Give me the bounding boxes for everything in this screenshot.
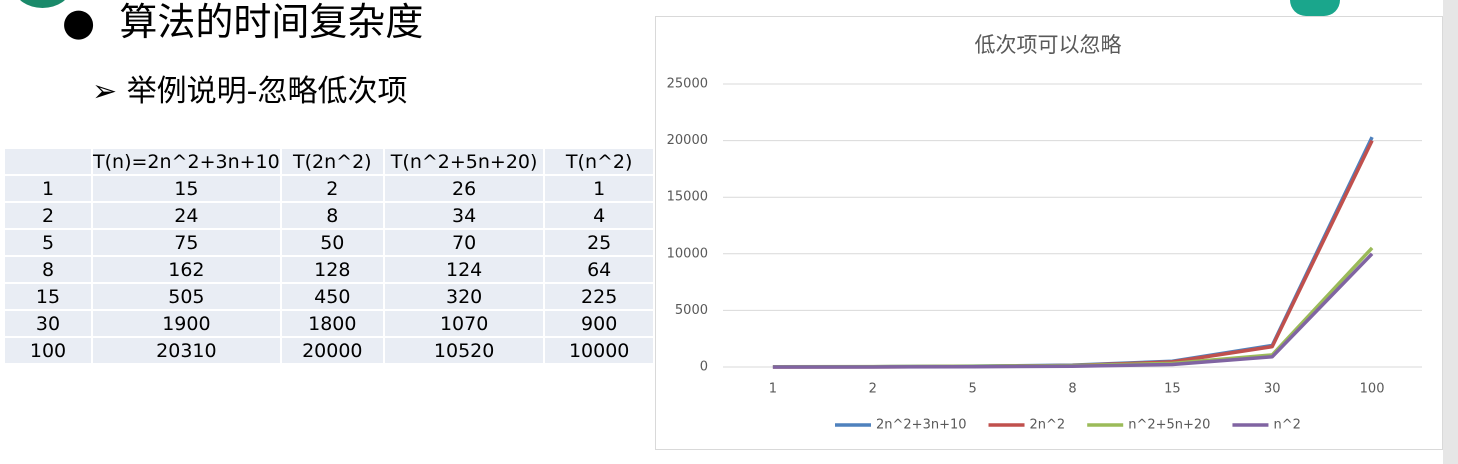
cell: 900 [545,311,653,336]
cell: 25 [545,230,653,255]
cell: 2 [281,176,383,201]
x-tick-label: 30 [1264,382,1281,397]
table-wrap: T(n)=2n^2+3n+10 T(2n^2) T(n^2+5n+20) T(n^2)… [3,147,655,365]
x-tick-label: 15 [1164,382,1181,397]
title: 算法的时间复杂度 [119,0,424,44]
cell: 1800 [281,311,383,336]
side-bar [1443,0,1458,464]
legend-label: 2n^2 [1030,418,1066,433]
x-tick-label: 2 [869,382,877,397]
cell: 128 [281,257,383,282]
x-tick-label: 1 [769,382,777,397]
cell: 64 [545,257,653,282]
table: T(n)=2n^2+3n+10 T(2n^2) T(n^2+5n+20) T(n^2)… [3,147,655,365]
cell: 4 [545,203,653,228]
cell: 1 [5,176,92,201]
cell: 225 [545,284,653,309]
x-tick-label: 100 [1360,382,1385,397]
row: 5 75 50 70 25 [5,230,653,255]
legend-label: 2n^2+3n+10 [876,418,967,433]
decor [15,0,70,8]
cell: 20310 [93,338,280,363]
header-cell: T(n^2) [545,149,653,174]
legend-label: n^2 [1273,418,1300,433]
cell: 10520 [384,338,544,363]
bullet-sub: ➢ 举例说明-忽略低次项 [92,74,408,109]
bullet-title: ● 算法的时间复杂度 [62,0,424,44]
cell: 5 [5,230,92,255]
decor [1290,0,1340,16]
y-tick-label: 25000 [667,77,708,92]
header-row: T(n)=2n^2+3n+10 T(2n^2) T(n^2+5n+20) T(n^2) [5,149,653,174]
chart-title: 低次项可以忽略 [975,33,1122,57]
cell: 20000 [281,338,383,363]
header-cell: T(n^2+5n+20) [384,149,544,174]
cell: 505 [93,284,280,309]
y-tick-label: 10000 [667,246,708,261]
row: 8 162 128 124 64 [5,257,653,282]
x-tick-label: 8 [1068,382,1076,397]
header-cell [5,149,92,174]
y-tick-label: 0 [700,360,708,375]
cell: 8 [5,257,92,282]
cell: 15 [93,176,280,201]
cell: 1 [545,176,653,201]
series-line [772,252,1374,369]
cell: 1900 [93,311,280,336]
row: 2 24 8 34 4 [5,203,653,228]
cell: 30 [5,311,92,336]
legend-label: n^2+5n+20 [1128,418,1210,433]
row: 30 1900 1800 1070 900 [5,311,653,336]
chart: 低次项可以忽略 0 5000 10000 15000 20000 25000 1 2 5 8 15 3… [655,16,1443,450]
chart-frame [655,16,1443,450]
cell: 1070 [384,311,544,336]
row: 1 15 2 26 1 [5,176,653,201]
cell: 124 [384,257,544,282]
cell: 2 [5,203,92,228]
header-cell: T(2n^2) [281,149,383,174]
y-tick-label: 15000 [667,190,708,205]
subtitle: 举例说明-忽略低次项 [126,74,408,109]
cell: 100 [5,338,92,363]
cell: 162 [93,257,280,282]
cell: 15 [5,284,92,309]
cell: 50 [281,230,383,255]
y-tick-label: 20000 [667,133,708,148]
header-cell: T(n)=2n^2+3n+10 [93,149,280,174]
cell: 450 [281,284,383,309]
row: 100 20310 20000 10520 10000 [5,338,653,363]
cell: 26 [384,176,544,201]
y-tick-label: 5000 [675,303,708,318]
cell: 10000 [545,338,653,363]
cell: 8 [281,203,383,228]
cell: 75 [93,230,280,255]
cell: 34 [384,203,544,228]
cell: 70 [384,230,544,255]
row: 15 505 450 320 225 [5,284,653,309]
x-tick-label: 5 [969,382,977,397]
cell: 24 [93,203,280,228]
cell: 320 [384,284,544,309]
